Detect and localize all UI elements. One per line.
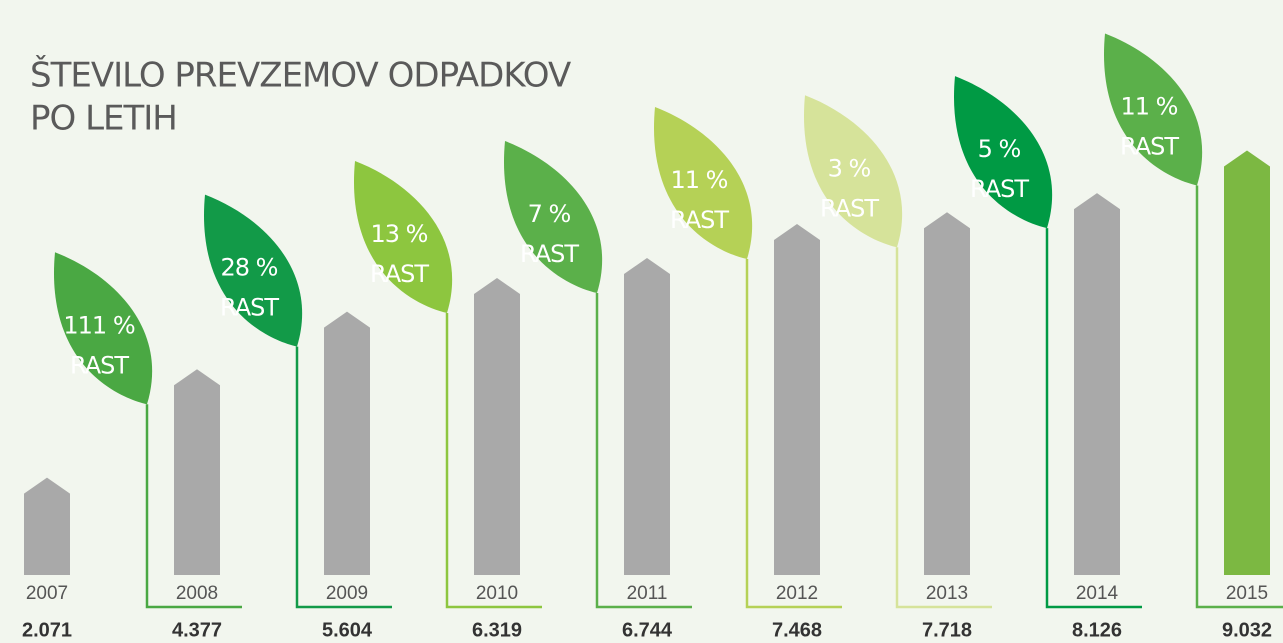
growth-word: RAST xyxy=(1120,132,1179,160)
growth-label: 3 % xyxy=(828,154,871,182)
value-label: 8.126 xyxy=(1072,619,1122,641)
chart-title: ŠTEVILO PREVZEMOV ODPADKOV xyxy=(30,55,571,96)
leaf xyxy=(503,141,603,294)
growth-label: 11 % xyxy=(1121,92,1178,120)
x-tick-label: 2010 xyxy=(476,583,518,604)
growth-word: RAST xyxy=(670,206,729,234)
growth-word: RAST xyxy=(820,194,879,222)
bar xyxy=(624,258,670,575)
bar xyxy=(24,477,70,575)
stem xyxy=(745,259,842,609)
bar xyxy=(174,369,220,575)
growth-word: RAST xyxy=(220,294,279,322)
bar xyxy=(1224,150,1270,575)
bar xyxy=(324,311,370,575)
x-tick-label: 2007 xyxy=(26,583,68,604)
growth-word: RAST xyxy=(370,260,429,288)
x-tick-label: 2014 xyxy=(1076,583,1119,604)
leaf xyxy=(203,194,303,347)
value-label: 7.468 xyxy=(772,619,822,641)
leaf xyxy=(953,76,1053,229)
growth-label: 7 % xyxy=(528,200,571,228)
leaf xyxy=(803,95,903,248)
leaf xyxy=(1103,33,1203,186)
growth-label: 11 % xyxy=(671,166,728,194)
chart-title: PO LETIH xyxy=(30,99,177,139)
value-label: 4.377 xyxy=(172,619,222,641)
leaf xyxy=(353,161,453,314)
stem xyxy=(145,404,242,609)
x-tick-label: 2012 xyxy=(776,583,818,604)
growth-label: 111 % xyxy=(63,311,134,339)
stem xyxy=(1045,228,1142,609)
stem xyxy=(445,313,542,609)
stem xyxy=(295,346,392,609)
x-tick-label: 2011 xyxy=(627,583,668,604)
leaf xyxy=(653,107,753,260)
bar xyxy=(1074,193,1120,575)
x-tick-label: 2009 xyxy=(326,583,368,604)
value-label: 6.319 xyxy=(472,619,522,641)
value-label: 7.718 xyxy=(922,619,972,641)
x-tick-label: 2015 xyxy=(1226,583,1268,604)
value-label: 6.744 xyxy=(622,619,673,641)
value-label: 9.032 xyxy=(1222,619,1272,641)
growth-word: RAST xyxy=(70,351,129,379)
x-tick-label: 2013 xyxy=(926,583,968,604)
stem xyxy=(895,247,992,609)
bar xyxy=(474,278,520,575)
leaf xyxy=(53,252,153,405)
growth-label: 13 % xyxy=(371,220,428,248)
bar xyxy=(924,212,970,575)
growth-label: 28 % xyxy=(221,254,278,282)
stem xyxy=(1195,185,1283,609)
x-tick-label: 2008 xyxy=(176,583,218,604)
value-label: 2.071 xyxy=(22,619,72,641)
growth-word: RAST xyxy=(970,175,1029,203)
stem xyxy=(595,293,692,609)
bar xyxy=(774,224,820,575)
value-label: 5.604 xyxy=(322,619,373,641)
growth-word: RAST xyxy=(520,240,579,268)
growth-label: 5 % xyxy=(978,135,1021,163)
